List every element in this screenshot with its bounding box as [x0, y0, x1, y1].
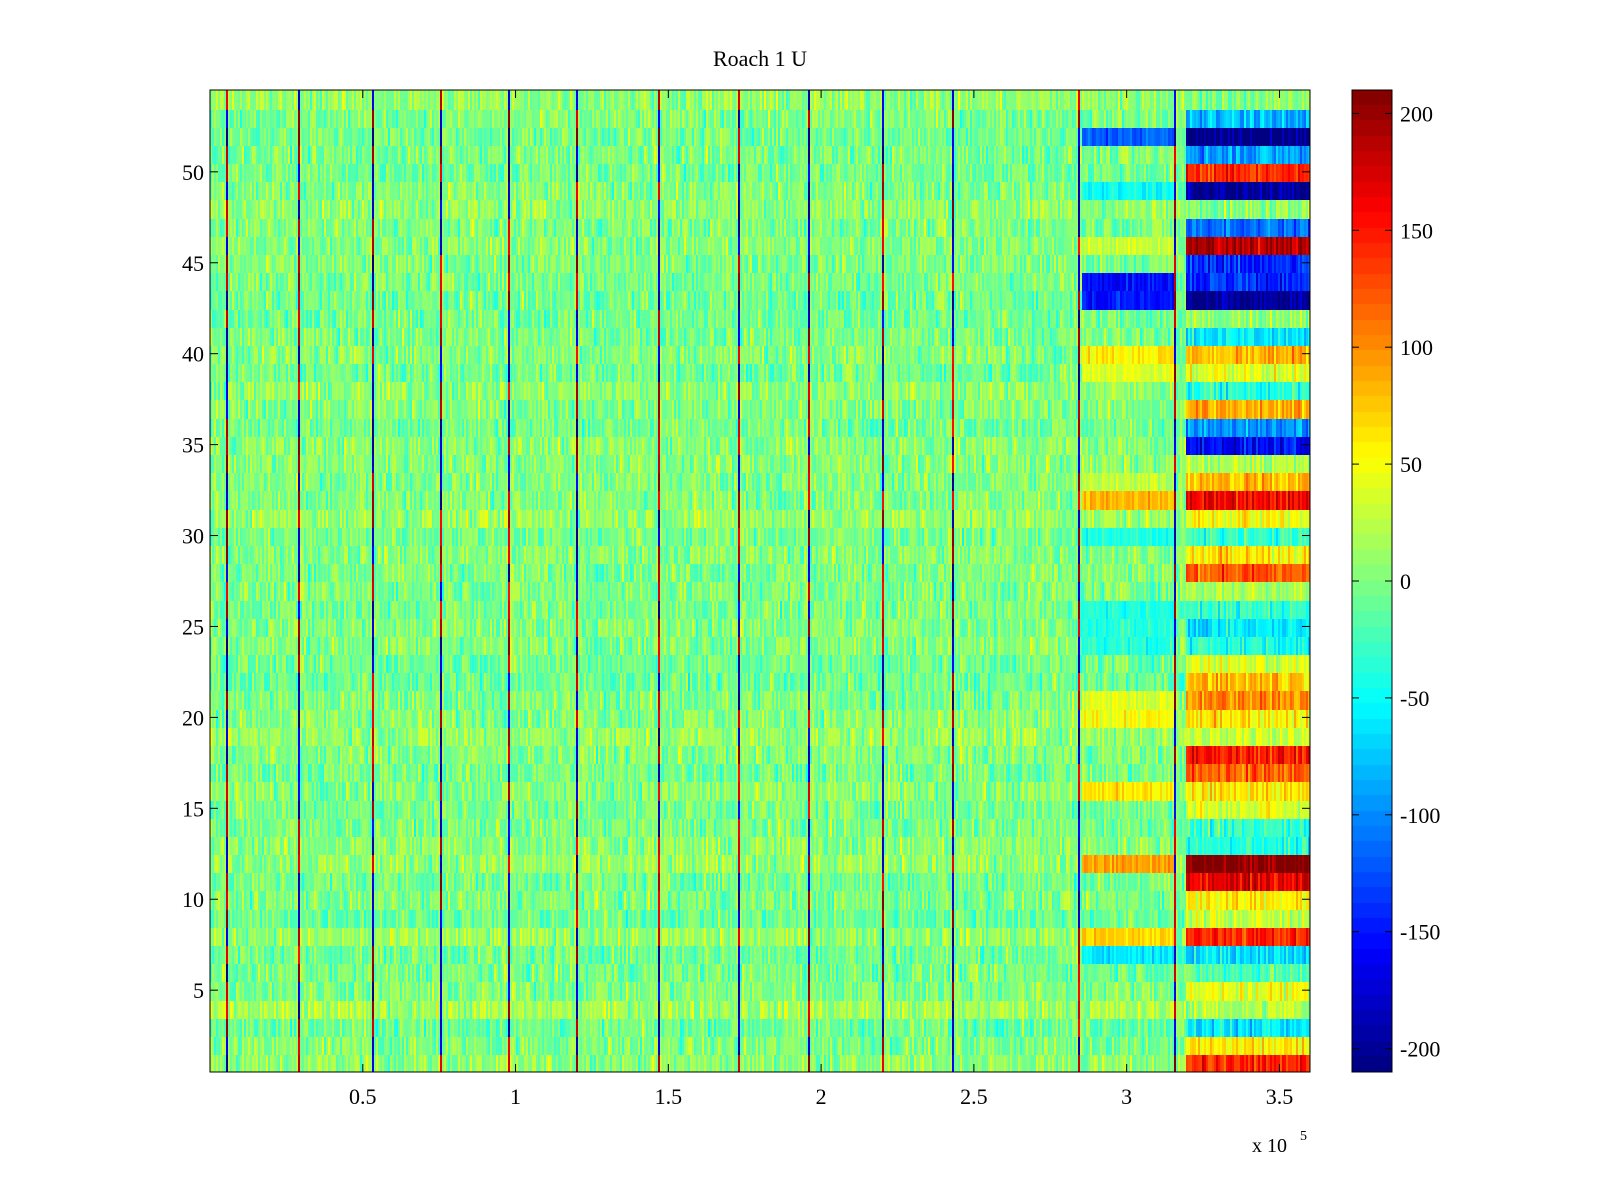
colorbar-tick-label: 150: [1400, 218, 1433, 243]
x-tick-label: 3.5: [1266, 1084, 1294, 1109]
x-tick-label: 2.5: [960, 1084, 988, 1109]
y-tick-label: 15: [182, 796, 204, 821]
y-tick-label: 5: [193, 978, 204, 1003]
x-tick-label: 2: [816, 1084, 827, 1109]
colorbar-tick-label: -150: [1400, 920, 1440, 945]
x-exponent-power: 5: [1300, 1129, 1307, 1144]
y-tick-label: 40: [182, 342, 204, 367]
y-tick-label: 45: [182, 251, 204, 276]
x-axis-ticks: 0.5 1 1.5 2 2.5 3 3.5: [349, 90, 1293, 1109]
y-tick-label: 20: [182, 705, 204, 730]
x-tick-label: 0.5: [349, 1084, 377, 1109]
x-exponent-label: x 10: [1252, 1135, 1287, 1157]
colorbar-tick-label: -200: [1400, 1037, 1440, 1062]
heatmap-image: [210, 90, 1310, 1072]
y-tick-label: 25: [182, 614, 204, 639]
plot-frame: [209, 89, 1311, 1073]
x-tick-label: 1: [510, 1084, 521, 1109]
colorbar-tick-label: -50: [1400, 686, 1429, 711]
y-tick-label: 30: [182, 524, 204, 549]
y-tick-label: 50: [182, 160, 204, 185]
y-axis-ticks: 5 10 15 20 25 30 35 40 45 50: [182, 160, 1310, 1003]
colorbar-tick-label: 200: [1400, 101, 1433, 126]
colorbar-tick-label: 50: [1400, 452, 1422, 477]
chart-title: Roach 1 U: [713, 46, 807, 71]
colorbar-tick-label: -100: [1400, 803, 1440, 828]
y-tick-label: 35: [182, 433, 204, 458]
x-tick-label: 1.5: [655, 1084, 683, 1109]
colorbar-ticks: 200 150 100 50 0 -50 -100 -150 -200: [1352, 101, 1440, 1062]
x-tick-label: 3: [1121, 1084, 1132, 1109]
colorbar-tick-label: 100: [1400, 335, 1433, 360]
colorbar-tick-label: 0: [1400, 569, 1411, 594]
y-tick-label: 10: [182, 887, 204, 912]
